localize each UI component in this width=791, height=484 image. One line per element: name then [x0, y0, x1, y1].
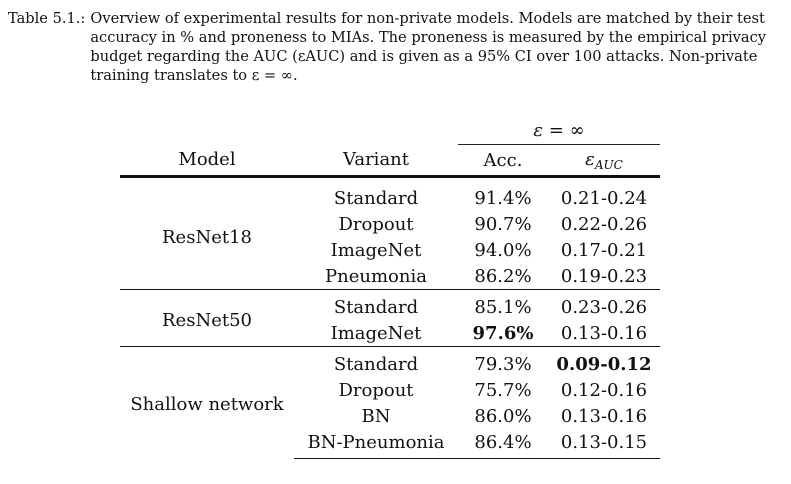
accuracy-cell: 75.7%: [474, 379, 532, 401]
epsilon-cell: 0.17-0.21: [560, 239, 648, 261]
variant-cell: ImageNet: [330, 322, 422, 344]
table-row: ImageNet 97.6% 0.13-0.16: [120, 320, 660, 347]
caption-text: Overview of experimental results for non…: [90, 10, 767, 84]
table-row: BN-Pneumonia 86.4% 0.13-0.15: [120, 429, 660, 459]
variant-cell: Standard: [333, 187, 419, 209]
caption-label: Table 5.1.:: [8, 10, 86, 27]
header-epsilon-auc: εAUC: [548, 145, 660, 177]
table-row: Pneumonia 86.2% 0.19-0.23: [120, 263, 660, 290]
variant-cell: Dropout: [338, 213, 414, 235]
results-table: ε = ∞ Model Variant Acc. εAUC ResNet18 St…: [120, 116, 660, 459]
epsilon-cell: 0.23-0.26: [548, 289, 660, 320]
epsilon-cell: 0.13-0.16: [560, 405, 648, 427]
variant-cell: Pneumonia: [325, 265, 427, 287]
epsilon-infinity-header: ε = ∞: [458, 116, 660, 145]
epsilon-cell: 0.09-0.12: [548, 346, 660, 377]
table-row: Dropout 75.7% 0.12-0.16: [120, 377, 660, 403]
variant-cell: Standard: [294, 346, 458, 377]
table-row: Shallow network Standard 79.3% 0.09-0.12: [120, 346, 660, 459]
epsilon-cell: 0.12-0.16: [560, 379, 648, 401]
empty-cell: [294, 116, 458, 145]
variant-cell: ImageNet: [330, 239, 422, 261]
accuracy-cell: 86.4%: [458, 429, 548, 459]
accuracy-cell: 94.0%: [474, 239, 532, 261]
accuracy-cell: 85.1%: [458, 289, 548, 320]
table-row: Dropout 90.7% 0.22-0.26: [120, 211, 660, 237]
results-table-container: ε = ∞ Model Variant Acc. εAUC ResNet18 St…: [120, 116, 660, 459]
variant-cell: Standard: [294, 289, 458, 320]
header-variant: Variant: [343, 149, 409, 171]
header-accuracy: Acc.: [483, 149, 523, 171]
accuracy-cell: 90.7%: [474, 213, 532, 235]
column-header-row: Model Variant Acc. εAUC: [120, 145, 660, 177]
model-cell: Shallow network: [120, 346, 294, 459]
rule-bottom: [120, 177, 660, 181]
group-header-row: ε = ∞: [120, 116, 660, 145]
header-model: Model: [178, 149, 236, 171]
accuracy-cell: 86.2%: [474, 265, 532, 287]
epsilon-subscript: AUC: [594, 157, 623, 172]
model-cell: ResNet18: [162, 226, 252, 248]
table-caption: Table 5.1.: Overview of experimental res…: [8, 9, 783, 85]
variant-cell: BN-Pneumonia: [294, 429, 458, 459]
variant-cell: Dropout: [338, 379, 414, 401]
epsilon-cell: 0.22-0.26: [560, 213, 648, 235]
empty-cell: [120, 116, 294, 145]
table-row: ResNet18 Standard 91.4% 0.21-0.24: [120, 181, 660, 248]
variant-cell: BN: [361, 405, 391, 427]
accuracy-cell: 79.3%: [458, 346, 548, 377]
epsilon-cell: 0.19-0.23: [560, 265, 648, 287]
accuracy-cell: 97.6%: [472, 322, 534, 344]
table-row: ImageNet 94.0% 0.17-0.21: [120, 237, 660, 263]
model-cell: ResNet50: [120, 289, 294, 347]
epsilon-cell: 0.21-0.24: [560, 187, 648, 209]
rule-top: [120, 175, 660, 178]
table-row: ResNet50 Standard 85.1% 0.23-0.26: [120, 289, 660, 347]
table-body: ResNet18 Standard 91.4% 0.21-0.24 Dropout 90.…: [120, 181, 660, 459]
accuracy-cell: 91.4%: [474, 187, 532, 209]
epsilon-cell: 0.13-0.15: [548, 429, 660, 459]
epsilon-symbol: ε: [585, 148, 595, 170]
epsilon-cell: 0.13-0.16: [560, 322, 648, 344]
table-row: BN 86.0% 0.13-0.16: [120, 403, 660, 429]
accuracy-cell: 86.0%: [474, 405, 532, 427]
